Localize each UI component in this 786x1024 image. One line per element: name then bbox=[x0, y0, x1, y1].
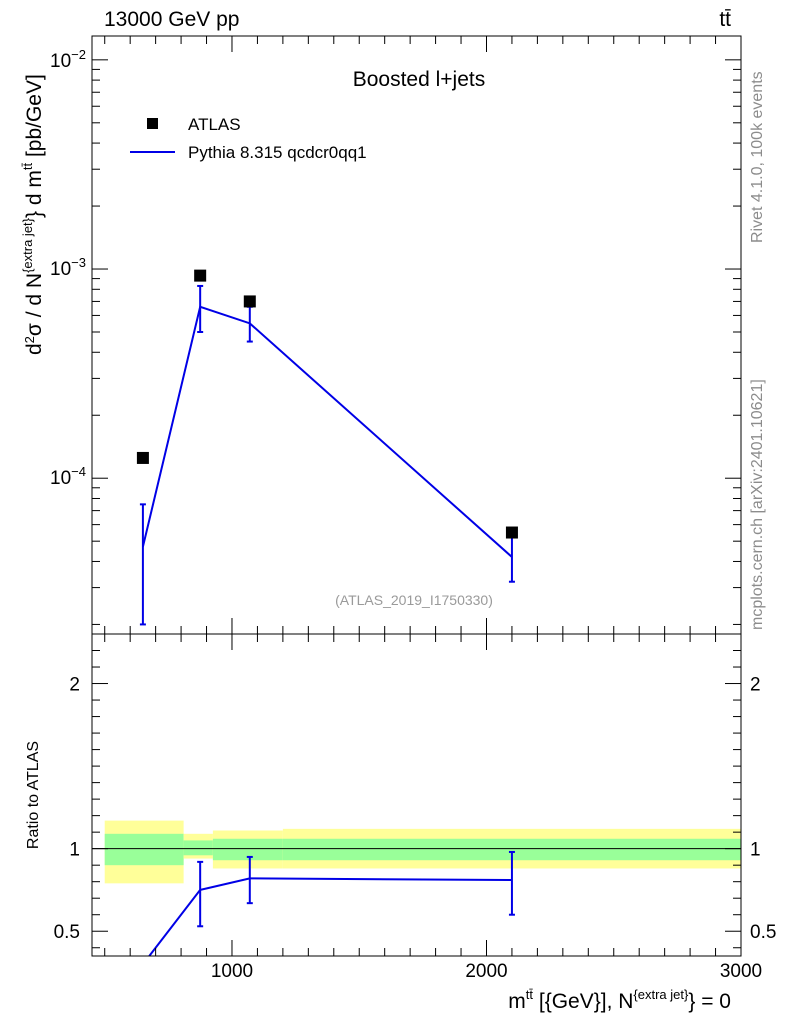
ratio-y-tick-label: 1 bbox=[69, 840, 80, 861]
main-ticks bbox=[92, 36, 742, 634]
x-tick-label: 3000 bbox=[720, 961, 762, 982]
ratio-green-band bbox=[183, 840, 213, 856]
ratio-ticks: 0.5 0.5 1 1 2 2 1000 2000 3000 bbox=[54, 634, 776, 982]
ratio-green-band bbox=[212, 838, 283, 861]
atlas-data-point bbox=[136, 451, 149, 464]
ratio-pythia-line bbox=[148, 877, 512, 957]
main-y-tick-labels: 10−4 10−3 10−2 bbox=[50, 47, 86, 489]
y-tick-label-1e-2: 10−2 bbox=[50, 47, 86, 72]
rivet-label: Rivet 4.1.0, 100k events bbox=[749, 71, 766, 243]
mcplots-label: mcplots.cern.ch [arXiv:2401.10621] bbox=[749, 379, 766, 630]
ratio-y-tick-label: 0.5 bbox=[54, 922, 80, 943]
x-axis-label: mtt̄ [{GeV}], N{extra jet}} = 0 bbox=[508, 987, 731, 1013]
ratio-y-tick-label-right: 0.5 bbox=[750, 922, 776, 943]
pythia-line bbox=[141, 305, 513, 558]
atlas-data-point bbox=[505, 526, 518, 539]
ratio-y-tick-label-right: 1 bbox=[750, 840, 761, 861]
main-data-layer bbox=[136, 269, 518, 626]
main-y-axis-label: d2σ / d N{extra jet}} d mtt̄ [pb/GeV] bbox=[20, 74, 46, 355]
legend-pythia-label: Pythia 8.315 qcdcr0qq1 bbox=[188, 143, 367, 162]
atlas-data-point bbox=[243, 295, 256, 308]
ratio-plot-frame bbox=[91, 633, 742, 957]
legend: ATLAS Pythia 8.315 qcdcr0qq1 bbox=[130, 115, 367, 162]
legend-atlas-marker bbox=[147, 118, 158, 129]
ratio-y-tick-label: 2 bbox=[69, 675, 80, 696]
ratio-y-tick-label-right: 2 bbox=[750, 675, 761, 696]
legend-atlas-label: ATLAS bbox=[188, 115, 241, 134]
ratio-y-axis-label: Ratio to ATLAS bbox=[25, 741, 42, 849]
chart-title: Boosted l+jets bbox=[353, 68, 486, 91]
ratio-panel: 0.5 0.5 1 1 2 2 1000 2000 3000 Ratio to ATLAS mt… bbox=[25, 633, 776, 1013]
ratio-data-layer bbox=[148, 850, 515, 957]
ratio-green-band bbox=[282, 838, 741, 861]
ratio-green-band bbox=[104, 833, 184, 866]
analysis-tag: (ATLAS_2019_I1750330) bbox=[335, 592, 493, 608]
x-tick-label: 2000 bbox=[465, 961, 507, 982]
process-label: tt̄ bbox=[719, 8, 731, 31]
energy-label: 13000 GeV pp bbox=[104, 8, 239, 31]
main-panel: 10−4 10−3 10−2 d2σ / d N{extra jet}} d m… bbox=[20, 35, 742, 635]
y-tick-label-1e-4: 10−4 bbox=[50, 464, 86, 489]
y-tick-label-1e-3: 10−3 bbox=[50, 255, 86, 280]
x-tick-label: 1000 bbox=[211, 961, 253, 982]
atlas-data-point bbox=[194, 269, 207, 282]
